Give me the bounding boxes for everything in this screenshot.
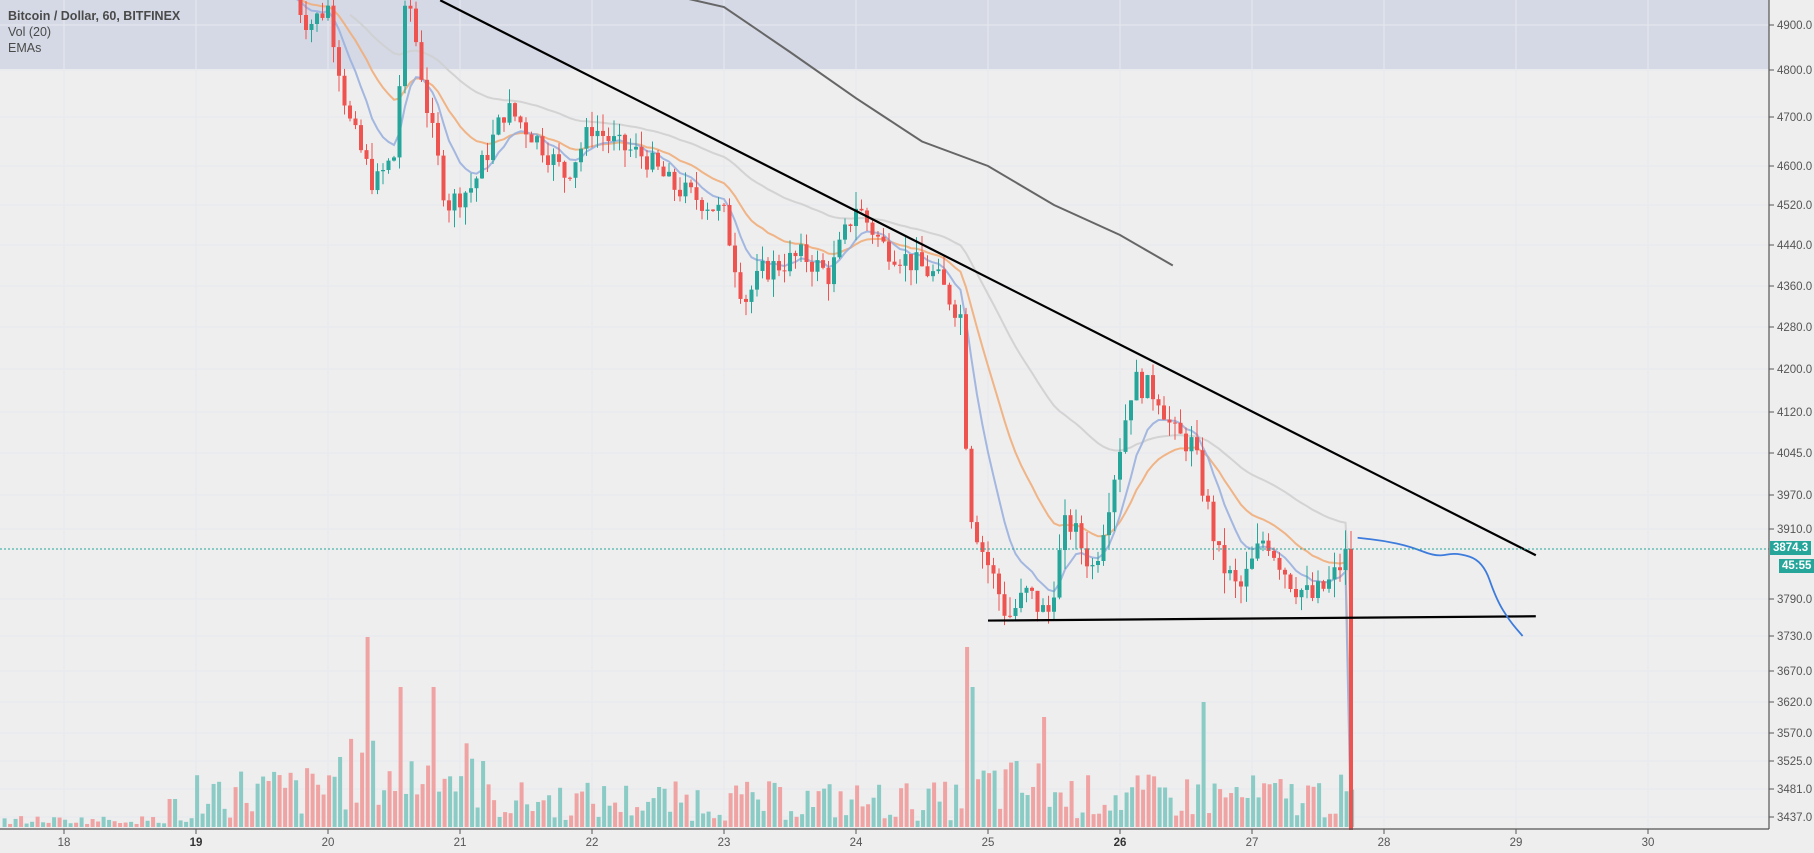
volume-bars <box>2 637 1355 827</box>
projection-path-drawing[interactable] <box>1357 536 1524 637</box>
time-tick-label: 18 <box>58 837 71 849</box>
price-tick-label: 4700.0 <box>1777 112 1812 124</box>
price-axis[interactable]: 4900.0 4800.0 4700.0 4600.0 4520.0 4440.0 4360… <box>1769 20 1812 824</box>
time-tick-label: 30 <box>1642 837 1655 849</box>
time-axis[interactable]: 18 19 20 21 22 23 24 25 26 27 28 29 30 <box>58 829 1655 849</box>
last-price-tag: 3874.3 <box>1770 541 1812 555</box>
price-tick-label: 4440.0 <box>1777 240 1812 252</box>
grid <box>0 24 1769 26</box>
price-tick-label: 4600.0 <box>1777 161 1812 173</box>
time-tick-label: 22 <box>586 837 599 849</box>
price-tick-label: 3910.0 <box>1777 524 1812 536</box>
price-tick-label: 4360.0 <box>1777 281 1812 293</box>
descending-resistance-trendline[interactable] <box>439 0 1537 557</box>
price-tick-label: 4045.0 <box>1777 448 1812 460</box>
symbol-title[interactable]: Bitcoin / Dollar, 60, BITFINEX <box>8 9 181 23</box>
volume-indicator-label[interactable]: Vol (20) <box>8 25 52 39</box>
highlight-band <box>0 0 1769 69</box>
price-tick-label: 3620.0 <box>1777 697 1812 709</box>
price-tick-label: 4120.0 <box>1777 407 1812 419</box>
ema-lines <box>296 0 1352 831</box>
time-tick-label: 29 <box>1510 837 1523 849</box>
chart-legend: Bitcoin / Dollar, 60, BITFINEX Vol (20) … <box>8 8 180 56</box>
time-tick-label: 19 <box>190 837 203 849</box>
price-tick-label: 3970.0 <box>1777 490 1812 502</box>
time-tick-label: 26 <box>1114 837 1127 849</box>
price-tick-label: 3481.0 <box>1777 784 1812 796</box>
horizontal-support-trendline[interactable] <box>987 615 1536 622</box>
price-tick-label: 4520.0 <box>1777 200 1812 212</box>
time-tick-label: 23 <box>718 837 731 849</box>
bar-countdown-tag: 45:55 <box>1779 559 1814 573</box>
time-tick-label: 25 <box>982 837 995 849</box>
drawings[interactable] <box>439 0 1537 637</box>
price-tick-label: 4800.0 <box>1777 65 1812 77</box>
price-tick-label: 3437.0 <box>1777 812 1812 824</box>
price-tick-label: 3670.0 <box>1777 666 1812 678</box>
price-tick-label: 4200.0 <box>1777 364 1812 376</box>
time-tick-label: 21 <box>454 837 467 849</box>
price-tick-label: 3790.0 <box>1777 594 1812 606</box>
price-tick-label: 3730.0 <box>1777 631 1812 643</box>
time-tick-label: 24 <box>850 837 863 849</box>
price-tick-label: 4280.0 <box>1777 322 1812 334</box>
time-tick-label: 28 <box>1378 837 1391 849</box>
price-tick-label: 3525.0 <box>1777 756 1812 768</box>
price-tick-label: 4900.0 <box>1777 20 1812 32</box>
time-tick-label: 20 <box>322 837 335 849</box>
price-tick-label: 3570.0 <box>1777 728 1812 740</box>
ema-indicator-label[interactable]: EMAs <box>8 41 42 55</box>
time-tick-label: 27 <box>1246 837 1259 849</box>
candles <box>294 0 1353 830</box>
